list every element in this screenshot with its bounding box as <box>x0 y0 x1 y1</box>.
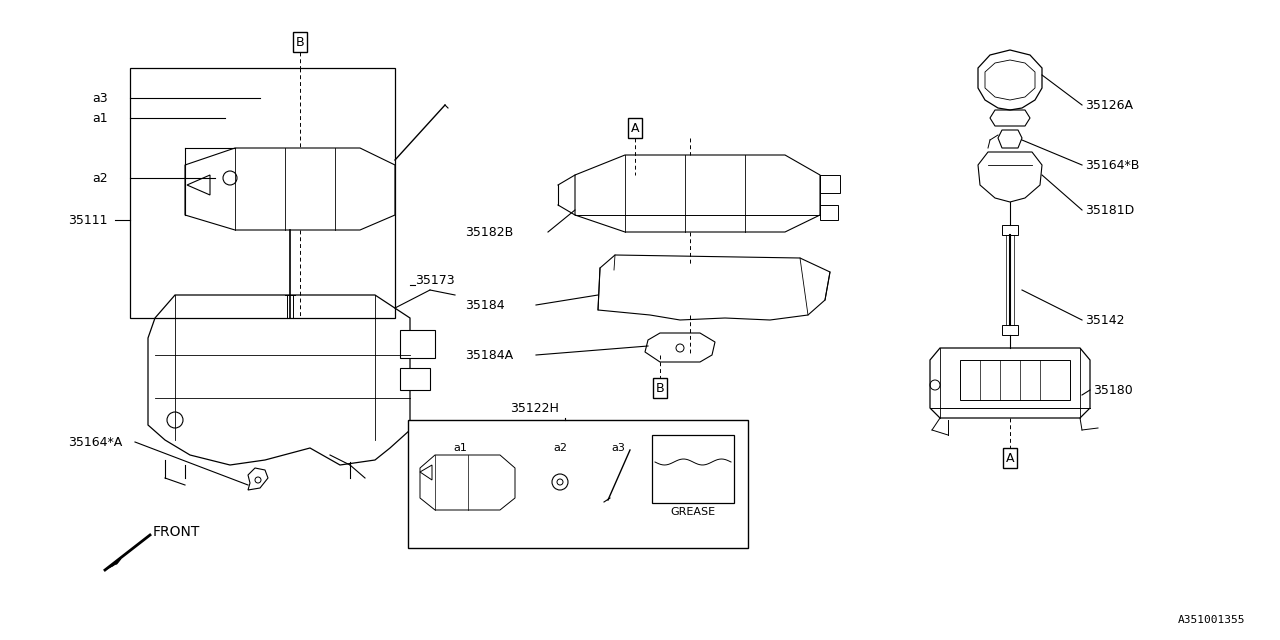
Text: 35181D: 35181D <box>1085 204 1134 216</box>
Bar <box>131 68 396 318</box>
Bar <box>820 175 840 193</box>
Text: 35184: 35184 <box>465 298 504 312</box>
Text: 35164*B: 35164*B <box>1085 159 1139 172</box>
Bar <box>408 420 748 548</box>
Text: 35122H: 35122H <box>511 401 559 415</box>
Text: FRONT: FRONT <box>154 525 201 539</box>
Text: a3: a3 <box>611 443 625 453</box>
Bar <box>820 205 838 220</box>
Polygon shape <box>109 559 122 567</box>
Text: GREASE: GREASE <box>671 507 716 517</box>
Text: B: B <box>655 381 664 394</box>
Text: a1: a1 <box>453 443 467 453</box>
Text: a2: a2 <box>92 172 108 184</box>
Text: 35111: 35111 <box>68 214 108 227</box>
Text: a1: a1 <box>92 111 108 125</box>
Text: a3: a3 <box>92 92 108 104</box>
Bar <box>401 330 435 358</box>
Text: 35182B: 35182B <box>465 225 513 239</box>
Text: a2: a2 <box>553 443 567 453</box>
Bar <box>1002 225 1018 235</box>
Text: A351001355: A351001355 <box>1178 615 1245 625</box>
Text: A: A <box>631 122 639 134</box>
Polygon shape <box>105 562 116 570</box>
Bar <box>960 360 1070 400</box>
Bar <box>1002 325 1018 335</box>
Text: 35126A: 35126A <box>1085 99 1133 111</box>
Text: B: B <box>296 35 305 49</box>
Text: 35180: 35180 <box>1093 383 1133 397</box>
Text: 35164*A: 35164*A <box>68 435 123 449</box>
Text: A: A <box>1006 451 1014 465</box>
Bar <box>652 435 733 503</box>
Text: 35173: 35173 <box>415 273 454 287</box>
Text: 35184A: 35184A <box>465 349 513 362</box>
Bar <box>401 368 430 390</box>
Text: 35142: 35142 <box>1085 314 1125 326</box>
